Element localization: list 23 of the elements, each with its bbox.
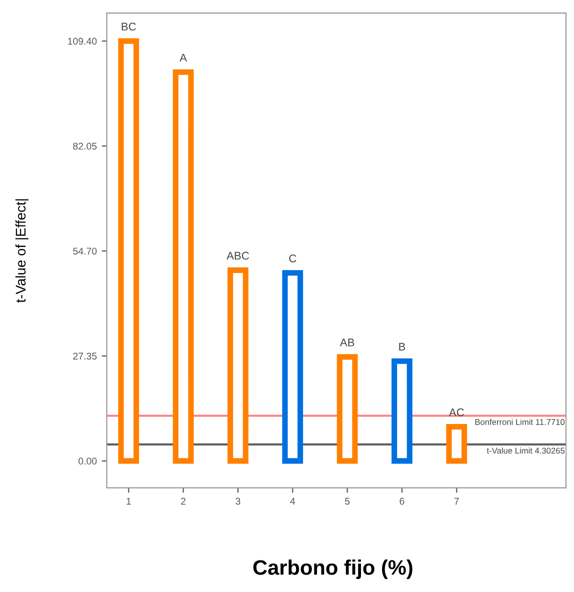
annotation: AC [448, 408, 464, 416]
annotation: B [399, 342, 406, 351]
y-tick-label: 54.70 [73, 248, 97, 255]
annotation: A [180, 54, 187, 62]
x-tick-label: 3 [236, 498, 240, 505]
y-tick-label: 82.05 [73, 142, 97, 150]
y-tick-label: 27.35 [73, 352, 97, 360]
y-tick-label: 109.40 [68, 38, 97, 45]
x-tick-label: 1 [126, 498, 131, 505]
annotation: AB [340, 338, 354, 346]
y-axis-title: t-Value of |Effect| [15, 199, 28, 303]
ref-line-label: Bonferroni Limit 11.7710 [475, 418, 565, 425]
x-axis-title: Carbono fijo (%) [253, 560, 412, 579]
ref-line-label: t-Value Limit 4.30265 [486, 447, 565, 454]
x-tick-label: 7 [454, 498, 459, 505]
annotation: BC [122, 22, 136, 31]
annotation: C [289, 254, 296, 262]
x-tick-label: 6 [400, 498, 404, 505]
x-tick-label: 5 [344, 498, 350, 505]
x-tick-label: 2 [181, 498, 186, 505]
annotation: ABC [226, 252, 249, 260]
x-tick-label: 4 [290, 498, 296, 505]
y-tick-label: 0.00 [78, 458, 97, 465]
